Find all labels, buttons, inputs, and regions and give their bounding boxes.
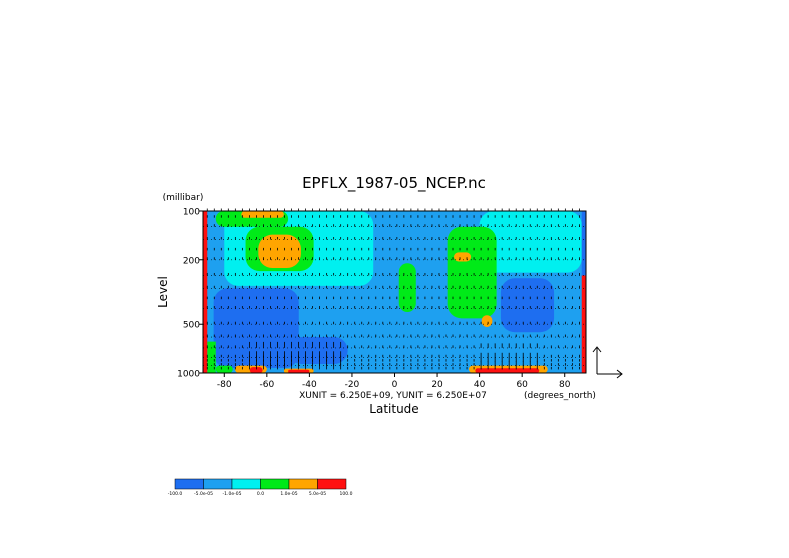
- colorbar: -100.0 -5.0e-05 -1.0e-05 0.0 1.0e-05 5.0e-05 1…: [168, 478, 353, 497]
- x-tick-label: -20: [345, 380, 360, 390]
- colorbar-swatch: [288, 478, 318, 490]
- y-tick-label: 200: [183, 256, 200, 266]
- y-axis-ticks: 100 200 500 1000: [177, 208, 203, 380]
- x-tick-label: 80: [559, 380, 571, 390]
- heatmap-region: [241, 211, 284, 218]
- y-tick-label: 100: [183, 208, 200, 218]
- vector-arrows: [206, 208, 580, 370]
- scale-note: XUNIT = 6.250E+09, YUNIT = 6.250E+07: [299, 391, 487, 401]
- y-axis-label: Level: [156, 276, 170, 308]
- heatmap-region: [258, 234, 301, 269]
- x-tick-label: 0: [392, 380, 398, 390]
- heatmap-region: [454, 252, 472, 262]
- heatmap-region: [581, 211, 586, 276]
- heatmap-region: [500, 278, 555, 333]
- reference-vector-icon: [592, 346, 623, 379]
- colorbar-label: 1.0e-05: [280, 491, 297, 497]
- heatmap-region: [483, 347, 523, 370]
- heatmap-region: [475, 368, 540, 373]
- chart-title: EPFLX_1987-05_NCEP.nc: [302, 174, 486, 193]
- colorbar-label: -5.0e-05: [194, 491, 213, 497]
- x-tick-label: 20: [431, 380, 443, 390]
- colorbar-swatch: [174, 478, 204, 490]
- colorbar-swatch: [203, 478, 233, 490]
- heatmap-region: [398, 263, 416, 312]
- x-tick-label: -80: [217, 380, 232, 390]
- colorbar-swatch: [317, 478, 347, 490]
- heatmap-region: [481, 315, 493, 327]
- heatmap-region: [288, 337, 348, 365]
- heatmap-region: [215, 365, 233, 373]
- x-units-label: (degrees_north): [524, 391, 596, 401]
- x-tick-label: 60: [516, 380, 528, 390]
- y-tick-label: 500: [183, 321, 200, 331]
- colorbar-label: -1.0e-05: [223, 491, 242, 497]
- x-tick-label: 40: [474, 380, 486, 390]
- colorbar-swatch: [231, 478, 261, 490]
- colorbar-label: 100.0: [340, 491, 353, 497]
- x-axis-ticks: -80 -60 -40 -20 0 20 40 60 80: [217, 373, 571, 390]
- colorbar-swatch: [260, 478, 290, 490]
- y-units-label: (millibar): [163, 193, 204, 203]
- x-tick-label: -60: [259, 380, 274, 390]
- heatmap-region: [447, 226, 497, 319]
- heatmap-region: [479, 211, 582, 273]
- heatmap-region: [203, 211, 208, 373]
- colorbar-label: -100.0: [168, 491, 183, 497]
- y-tick-label: 1000: [177, 370, 200, 380]
- heatmap-region: [249, 367, 263, 373]
- colorbar-label: 0.0: [257, 491, 264, 497]
- x-axis-label: Latitude: [369, 402, 418, 416]
- plot-area: [203, 211, 586, 373]
- x-tick-label: -40: [302, 380, 317, 390]
- heatmap-region: [288, 369, 310, 373]
- colorbar-label: 5.0e-05: [309, 491, 326, 497]
